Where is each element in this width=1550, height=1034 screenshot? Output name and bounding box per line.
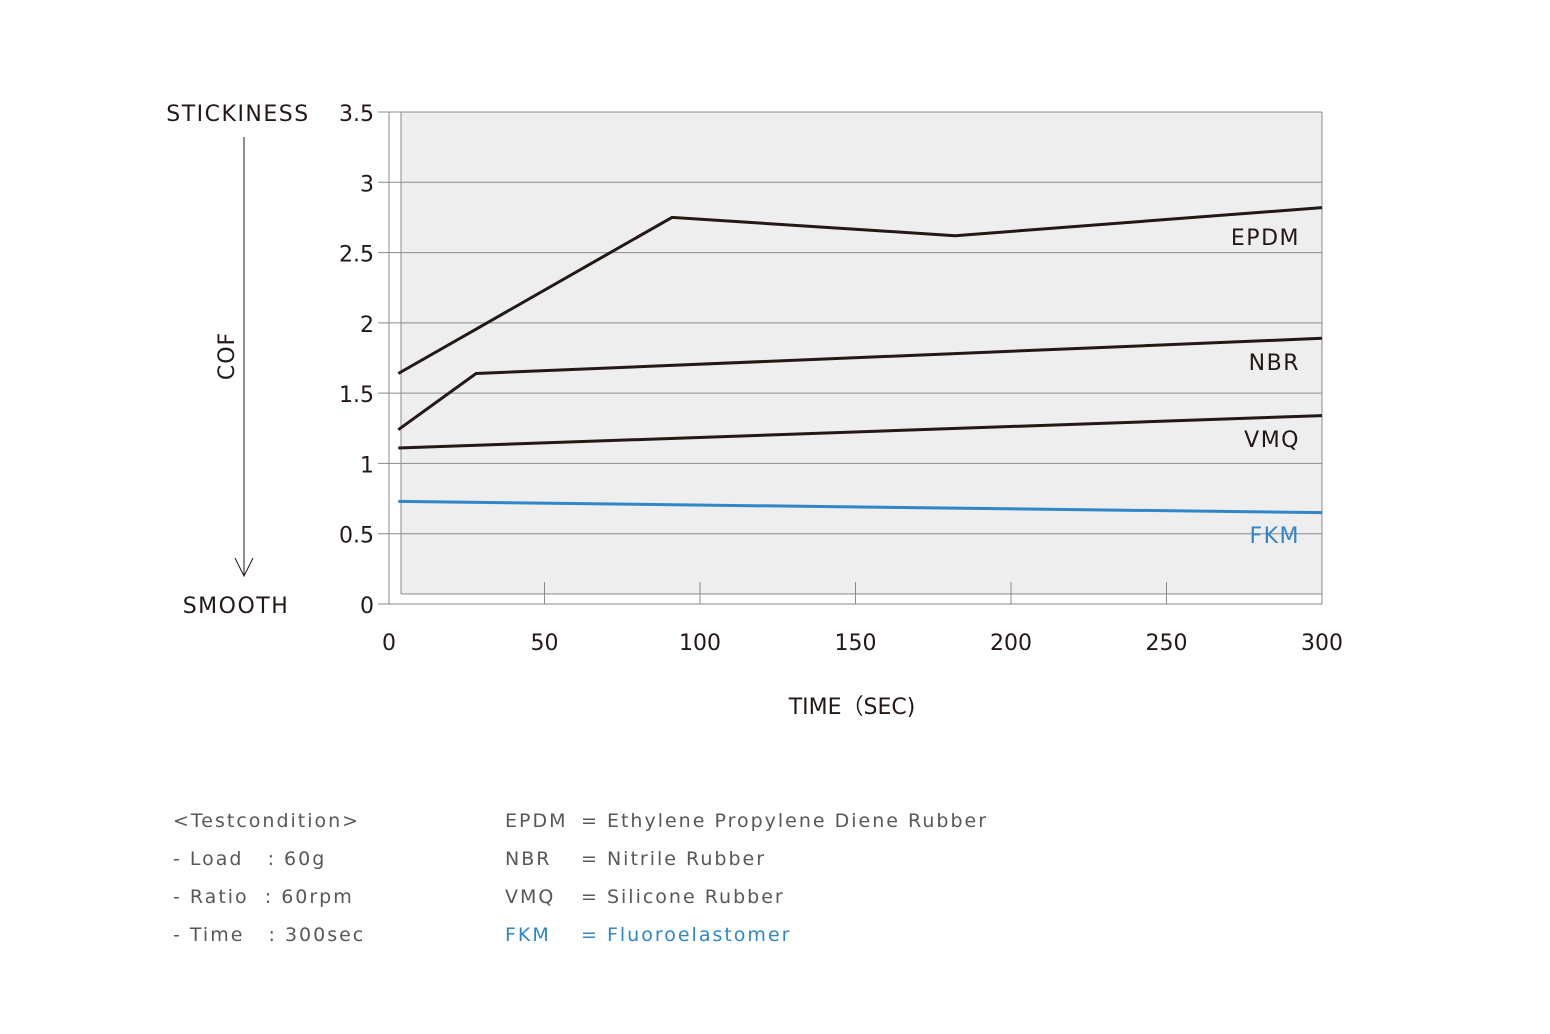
definition-abbr: EPDM	[505, 810, 568, 832]
series-line-nbr	[397, 336, 1323, 431]
x-tick-label: 50	[531, 631, 559, 656]
definition-abbr: FKM	[505, 924, 551, 946]
test-condition-load: - Load : 60g	[173, 848, 327, 870]
y-axis-top-label: STICKINESS	[166, 102, 309, 127]
y-tick-label: 1	[360, 453, 374, 478]
series-label-vmq: VMQ	[1244, 428, 1300, 453]
x-tick-label: 250	[1146, 631, 1188, 656]
x-tick-label: 150	[835, 631, 877, 656]
definition-abbr: VMQ	[505, 886, 556, 908]
series-line-vmq	[398, 414, 1323, 450]
x-tick-label: 300	[1301, 631, 1343, 656]
y-tick-label: 1.5	[339, 383, 374, 408]
definition-row: FKM = Fluoroelastomer	[505, 922, 1105, 948]
abbreviation-definitions: EPDM = Ethylene Propylene Diene Rubber N…	[505, 808, 1105, 958]
y-tick-label: 3	[360, 172, 374, 197]
definition-row: VMQ = Silicone Rubber	[505, 884, 1105, 910]
series-label-fkm: FKM	[1249, 524, 1300, 549]
series-label-nbr: NBR	[1249, 351, 1300, 376]
definition-row: EPDM = Ethylene Propylene Diene Rubber	[505, 808, 1105, 834]
series-label-epdm: EPDM	[1231, 226, 1300, 251]
y-tick-label: 0	[360, 594, 374, 619]
definition-meaning: = Ethylene Propylene Diene Rubber	[581, 810, 989, 832]
y-tick-label: 2	[360, 313, 374, 338]
y-tick-label: 3.5	[339, 102, 374, 127]
y-axis-bottom-label: SMOOTH	[183, 594, 290, 619]
y-tick-label: 2.5	[339, 243, 374, 268]
definition-meaning: = Fluoroelastomer	[581, 924, 792, 946]
x-tick-label: 0	[382, 631, 396, 656]
x-tick-label: 100	[679, 631, 721, 656]
definition-row: NBR = Nitrile Rubber	[505, 846, 1105, 872]
test-condition-ratio: - Ratio : 60rpm	[173, 886, 354, 908]
definition-meaning: = Silicone Rubber	[581, 886, 785, 908]
test-condition-time: - Time : 300sec	[173, 924, 366, 946]
y-tick-label: 0.5	[339, 524, 374, 549]
test-condition-block: <Testcondition> - Load : 60g - Ratio : 6…	[173, 808, 473, 958]
test-condition-heading: <Testcondition>	[173, 810, 361, 832]
definition-meaning: = Nitrile Rubber	[581, 848, 767, 870]
definition-abbr: NBR	[505, 848, 552, 870]
x-axis-label: TIME（SEC)	[788, 695, 916, 720]
series-line-epdm	[397, 206, 1323, 375]
y-direction-arrow-head	[234, 557, 254, 578]
series-line-fkm	[398, 499, 1323, 515]
plot-background	[401, 112, 1322, 594]
x-tick-label: 200	[990, 631, 1032, 656]
y-axis-label: COF	[215, 332, 240, 380]
